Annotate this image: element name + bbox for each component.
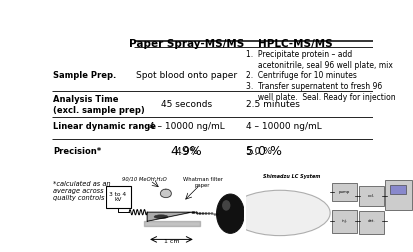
Ellipse shape — [216, 194, 244, 233]
FancyBboxPatch shape — [358, 186, 383, 206]
Text: Shimadzu LC System: Shimadzu LC System — [263, 174, 320, 179]
Text: 4.9%: 4.9% — [170, 145, 202, 158]
Text: 2.5 minutes: 2.5 minutes — [245, 101, 299, 109]
FancyBboxPatch shape — [331, 210, 356, 233]
Text: 2.  Centrifuge for 10 minutes: 2. Centrifuge for 10 minutes — [245, 71, 356, 80]
Text: well plate.  Seal. Ready for injection: well plate. Seal. Ready for injection — [245, 93, 394, 102]
Text: Analysis Time
(excl. sample prep): Analysis Time (excl. sample prep) — [53, 95, 145, 115]
FancyBboxPatch shape — [389, 184, 406, 195]
Text: det.: det. — [367, 219, 374, 223]
FancyBboxPatch shape — [105, 186, 130, 208]
Text: inj.: inj. — [341, 219, 347, 223]
Text: acetonitrile, seal 96 well plate, mix: acetonitrile, seal 96 well plate, mix — [245, 61, 392, 70]
Text: *calculated as an
average across all
quality controls: *calculated as an average across all qua… — [53, 181, 114, 201]
Text: 1 cm: 1 cm — [163, 239, 179, 244]
Text: 3.  Transfer supernatent to fresh 96: 3. Transfer supernatent to fresh 96 — [245, 82, 381, 91]
Text: 3 to 4
kV: 3 to 4 kV — [109, 192, 126, 202]
FancyBboxPatch shape — [358, 211, 383, 234]
FancyBboxPatch shape — [385, 180, 411, 210]
Text: 45 seconds: 45 seconds — [161, 101, 211, 109]
Polygon shape — [160, 189, 171, 197]
Text: 4 – 10000 ng/mL: 4 – 10000 ng/mL — [245, 122, 321, 131]
Text: 5.0 %: 5.0 % — [245, 145, 281, 158]
Ellipse shape — [221, 200, 230, 211]
Text: Linear dynamic range: Linear dynamic range — [53, 122, 156, 131]
Text: 90/10 MeOH:H₂O: 90/10 MeOH:H₂O — [122, 176, 166, 181]
FancyBboxPatch shape — [331, 183, 356, 201]
Polygon shape — [147, 212, 191, 221]
Text: col.: col. — [367, 194, 374, 198]
Text: Paper Spray-MS/MS: Paper Spray-MS/MS — [128, 39, 244, 49]
Text: Precision*: Precision* — [53, 147, 101, 156]
Text: Spot blood onto paper: Spot blood onto paper — [135, 71, 237, 80]
Text: 4 – 10000 ng/mL: 4 – 10000 ng/mL — [148, 122, 224, 131]
Text: 4.9%: 4.9% — [175, 147, 197, 156]
Ellipse shape — [154, 215, 168, 218]
Text: 1.  Precipitate protein – add: 1. Precipitate protein – add — [245, 50, 351, 59]
Text: HPLC-MS/MS: HPLC-MS/MS — [258, 39, 332, 49]
Text: Sample Prep.: Sample Prep. — [53, 71, 116, 80]
Text: pump: pump — [338, 190, 349, 194]
Circle shape — [229, 190, 330, 236]
Text: Whatman filter
paper: Whatman filter paper — [182, 177, 222, 188]
Text: 5.0 %: 5.0 % — [245, 147, 271, 156]
